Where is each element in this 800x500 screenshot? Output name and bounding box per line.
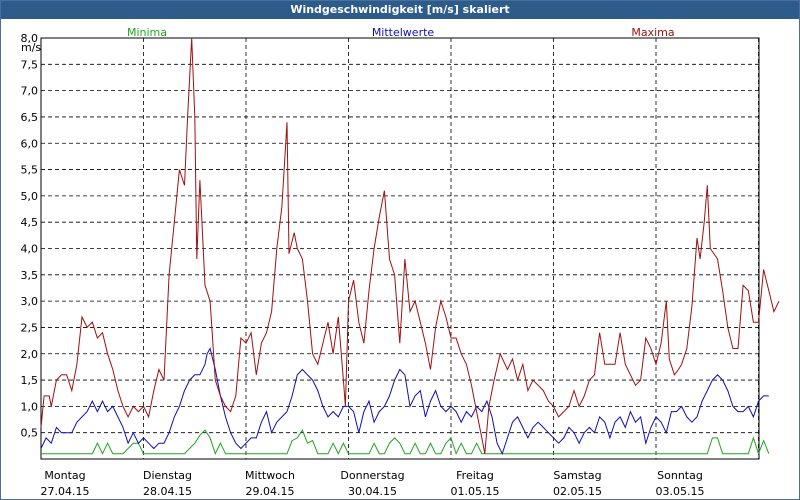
x-tick-day-label: Montag <box>44 469 85 482</box>
legend-minima: Minima <box>126 26 168 39</box>
x-tick-date-label: 29.04.15 <box>246 485 295 498</box>
y-tick-label: 4,0 <box>21 243 39 256</box>
y-tick-label: 2,5 <box>21 321 39 334</box>
x-tick-date-label: 01.05.15 <box>451 485 500 498</box>
y-tick-label: 7,0 <box>21 85 39 98</box>
x-tick-day-label: Dienstag <box>143 469 192 482</box>
y-tick-label: 1,0 <box>21 400 39 413</box>
y-tick-label: 7,5 <box>21 58 39 71</box>
window-title: Windgeschwindigkeit [m/s] skaliert <box>1 1 799 19</box>
y-tick-label: 6,0 <box>21 137 39 150</box>
x-tick-day-label: Donnerstag <box>340 469 404 482</box>
y-tick-label: 1,5 <box>21 374 39 387</box>
x-tick-date-label: 27.04.15 <box>41 485 90 498</box>
x-tick-day-label: Mittwoch <box>245 469 295 482</box>
x-tick-date-label: 28.04.15 <box>143 485 192 498</box>
x-tick-day-label: Freitag <box>456 469 494 482</box>
y-tick-label: 0,5 <box>21 427 39 440</box>
y-tick-label: 6,5 <box>21 111 39 124</box>
y-tick-label: 5,0 <box>21 190 39 203</box>
x-tick-date-label: 02.05.15 <box>553 485 602 498</box>
y-tick-label: 3,0 <box>21 295 39 308</box>
legend-mittelwerte: Mittelwerte <box>371 26 435 39</box>
y-tick-label: 5,5 <box>21 164 39 177</box>
x-tick-date-label: 03.05.15 <box>656 485 705 498</box>
y-tick-label: 4,5 <box>21 216 39 229</box>
y-axis-label: m/s <box>21 41 41 54</box>
legend-maxima: Maxima <box>631 26 675 39</box>
x-tick-day-label: Sonntag <box>657 469 703 482</box>
y-tick-label: 2,0 <box>21 348 39 361</box>
y-tick-label: 8,0 <box>21 32 39 45</box>
series-maxima-line <box>40 37 780 454</box>
x-tick-day-label: Samstag <box>553 469 601 482</box>
y-tick-label: 3,5 <box>21 269 39 282</box>
series-mittelwerte-line <box>40 347 769 456</box>
x-tick-date-label: 30.04.15 <box>348 485 397 498</box>
series-minima-line <box>41 429 770 456</box>
